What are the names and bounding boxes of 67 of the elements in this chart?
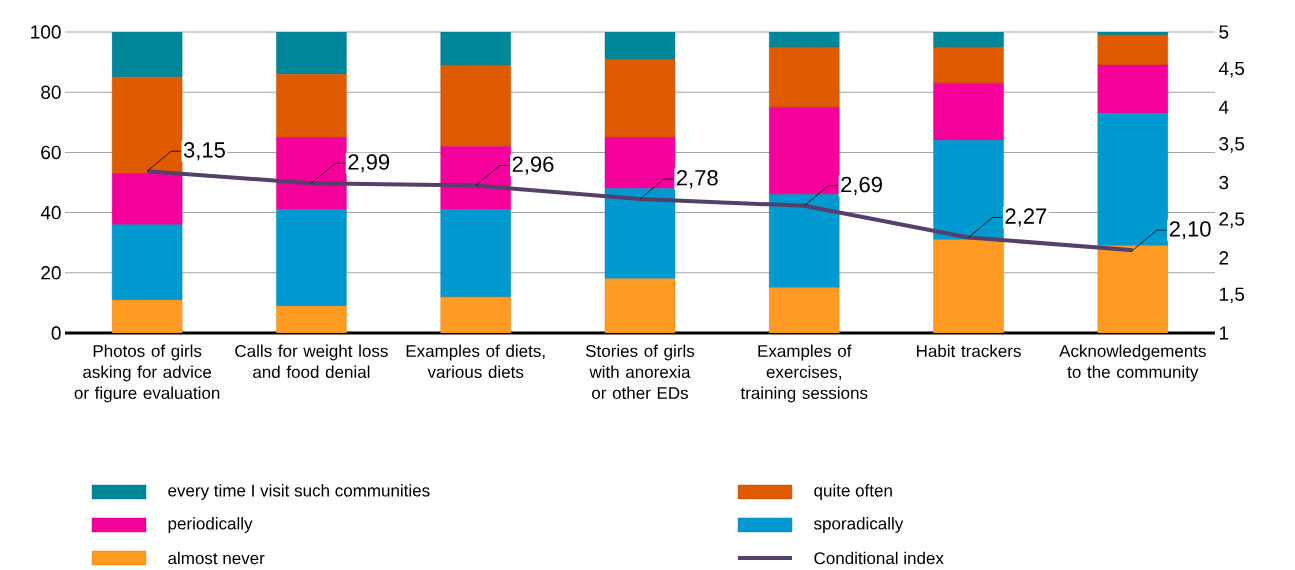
bar (440, 146, 511, 210)
bar (604, 58, 676, 138)
bar (604, 278, 676, 333)
bar (276, 305, 347, 333)
data-label: 2,96 (512, 156, 554, 175)
x-tick-label: Acknowledgements to the community (1059, 344, 1206, 382)
bar (276, 137, 347, 210)
bar (769, 287, 840, 333)
bar (933, 140, 1004, 240)
y2-tick-label: 1,5 (1219, 287, 1245, 304)
bar (111, 173, 183, 225)
legend-label: Conditional index (814, 551, 944, 565)
bar (111, 224, 183, 301)
bar (769, 46, 840, 108)
bar (1097, 113, 1169, 246)
y2-tick-label: 2,5 (1219, 212, 1245, 228)
data-label: 2,99 (348, 154, 390, 173)
bar (1097, 245, 1169, 333)
y-tick-label: 100 (31, 25, 61, 39)
bar (604, 137, 676, 189)
y2-tick-label: 2 (1219, 251, 1229, 265)
bar (276, 31, 347, 75)
bar (769, 194, 840, 289)
bar (1097, 34, 1169, 66)
legend-label: periodically (168, 517, 253, 533)
bar (440, 209, 511, 298)
y-tick-label: 40 (40, 205, 61, 220)
legend-label: every time I visit such communities (168, 484, 430, 500)
y-tick-label: 20 (41, 266, 61, 280)
y2-tick-label: 5 (1219, 25, 1229, 39)
legend-label: quite often (814, 484, 892, 500)
x-tick-label: Examples of diets, various diets (406, 344, 545, 379)
data-label: 2,78 (676, 169, 718, 189)
y2-tick-label: 4 (1218, 100, 1229, 114)
x-tick-label: Examples of exercises, training sessions (740, 344, 868, 403)
y-tick-label: 0 (51, 326, 61, 340)
bar (276, 209, 347, 307)
x-tick-label: Photos of girls asking for advice or figure evaluation (74, 344, 220, 403)
bar (604, 31, 676, 60)
y2-tick-label: 3 (1219, 175, 1229, 190)
legend-label: almost never (168, 551, 265, 565)
bar (440, 64, 511, 147)
y-tick-label: 80 (41, 85, 61, 99)
data-label: 3,15 (183, 142, 225, 161)
bar (111, 76, 183, 174)
data-label: 2,27 (1005, 208, 1047, 227)
bar (440, 296, 511, 333)
bar (111, 31, 183, 78)
bar (933, 82, 1004, 141)
legend-label: sporadically (814, 517, 904, 533)
x-tick-label: Stories of girls with anorexia or other EDs (585, 344, 695, 400)
y-tick-label: 60 (41, 145, 61, 160)
bar (933, 239, 1004, 333)
bar (440, 31, 511, 66)
bar (604, 188, 676, 280)
x-tick-label: Calls for weight loss and food denial (235, 344, 388, 379)
bar (769, 107, 840, 195)
x-tick-label: Habit trackers (917, 344, 1021, 358)
data-label: 2,69 (841, 176, 882, 195)
bar (276, 73, 347, 138)
bar (1097, 64, 1169, 114)
y2-tick-label: 3,5 (1219, 137, 1245, 153)
y2-tick-label: 1 (1219, 326, 1229, 340)
data-label: 2,10 (1169, 221, 1211, 240)
bar (111, 299, 183, 333)
y2-tick-label: 4,5 (1218, 61, 1245, 78)
bar (933, 46, 1004, 84)
